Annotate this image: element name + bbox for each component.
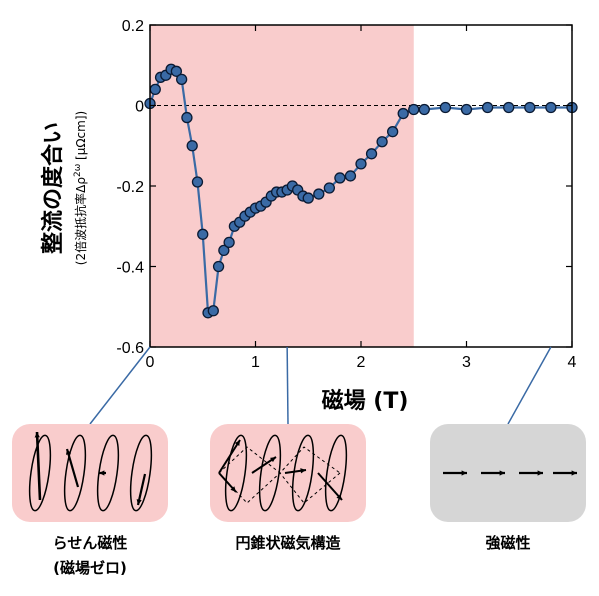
- spin-arrow-head: [499, 470, 505, 476]
- helical-phase-shaded-region: [150, 25, 414, 347]
- data-point: [460, 103, 473, 116]
- data-point: [323, 182, 336, 194]
- data-point: [218, 244, 230, 257]
- panel-ferromagnetic-background: [430, 424, 586, 522]
- panel-ferromagnetic-caption: 強磁性: [485, 534, 530, 552]
- data-point: [212, 260, 225, 273]
- data-point: [397, 107, 409, 120]
- y-tick-label: -0.2: [116, 179, 144, 196]
- spin-arrow-head: [461, 470, 467, 476]
- data-point: [439, 101, 452, 114]
- y-tick-label: -0.4: [116, 260, 144, 277]
- data-point: [365, 148, 378, 160]
- cone-guide-line: [218, 472, 341, 504]
- spin-plane-ellipse: [324, 434, 348, 512]
- data-point: [207, 305, 219, 317]
- spin-plane-ellipse: [224, 434, 248, 512]
- y-axis-label: 整流の度合い: [40, 122, 66, 254]
- panel-helical-background: [12, 424, 168, 522]
- spin-arrow-head: [537, 470, 543, 476]
- spin-arrow-head: [270, 457, 276, 463]
- data-point: [376, 136, 388, 148]
- data-point: [408, 103, 420, 116]
- y-tick-label: -0.6: [116, 340, 144, 357]
- data-point: [503, 101, 515, 114]
- data-point: [186, 140, 198, 152]
- panel-ferromagnetic-spins: [443, 470, 577, 476]
- data-point: [181, 111, 193, 124]
- spin-arrow-shaft: [218, 439, 241, 474]
- data-point: [302, 192, 314, 204]
- axis-ticks: 0 1 2 3 4 0.2 0 -0.2 -0.4 -0.6: [116, 18, 576, 371]
- x-tick-label: 0: [146, 354, 155, 371]
- y-axis-label-group: 整流の度合い (2倍波抵抗率Δρ2ω [μΩcm]): [40, 111, 88, 265]
- spin-plane-ellipse: [258, 434, 282, 512]
- data-point: [481, 101, 494, 114]
- spin-arrow-head: [571, 470, 577, 476]
- panel-helical-spins: [28, 431, 153, 512]
- panel-connector-line: [286, 346, 289, 425]
- data-point: [191, 176, 204, 188]
- panel-connector-lines: [89, 346, 552, 425]
- panel-conical-caption: 円錐状磁気構造: [235, 534, 340, 552]
- panel-connector-line: [89, 346, 151, 425]
- data-point: [197, 228, 209, 240]
- y-axis-sublabel-start: (2倍波抵抗率Δρ: [73, 177, 88, 265]
- data-point: [170, 65, 183, 77]
- spin-arrow-head: [34, 432, 40, 438]
- spin-arrow-head: [99, 470, 105, 476]
- x-tick-label: 1: [251, 354, 260, 371]
- data-point: [175, 73, 188, 85]
- data-point: [524, 101, 536, 114]
- data-point: [334, 172, 346, 184]
- spin-arrow-head: [300, 468, 306, 474]
- spin-arrow-shaft: [35, 431, 42, 501]
- spin-plane-ellipse: [129, 434, 153, 512]
- panel-connector-line: [507, 346, 552, 425]
- panel-helical: らせん磁性 (磁場ゼロ): [12, 424, 168, 577]
- data-point: [223, 236, 235, 249]
- panel-conical: 円錐状磁気構造: [210, 424, 366, 552]
- y-axis-sublabel-end: [μΩcm]): [74, 111, 88, 164]
- panel-helical-caption-line1: らせん磁性: [53, 534, 128, 552]
- spin-arrow-head: [136, 499, 142, 505]
- spin-arrow-shaft: [65, 448, 80, 488]
- data-point: [344, 170, 357, 182]
- panel-ferromagnetic: 強磁性: [430, 424, 586, 552]
- panel-helical-caption-line2: (磁場ゼロ): [53, 559, 127, 577]
- x-tick-label: 4: [568, 354, 577, 371]
- spin-plane-ellipse: [28, 434, 52, 512]
- y-tick-label: 0: [135, 99, 144, 116]
- spin-arrow-head: [234, 440, 240, 446]
- x-tick-label: 3: [462, 354, 471, 371]
- data-point: [545, 101, 557, 114]
- panel-conical-spins: [218, 434, 348, 512]
- data-point: [418, 103, 430, 116]
- x-axis-label: 磁場 (T): [322, 388, 409, 414]
- spin-arrow-head: [336, 494, 342, 500]
- x-tick-label: 2: [357, 354, 366, 371]
- spin-arrow-head: [65, 449, 72, 455]
- spin-arrow-shaft: [317, 472, 343, 501]
- spin-arrow-head: [230, 486, 236, 492]
- data-point: [355, 158, 367, 170]
- y-tick-label: 0.2: [122, 18, 144, 35]
- y-axis-sublabel-superscript: 2ω: [73, 164, 83, 177]
- data-point: [386, 126, 399, 138]
- data-point: [149, 83, 161, 96]
- data-point: [313, 188, 325, 200]
- spin-plane-ellipse: [96, 434, 120, 512]
- spin-plane-ellipse: [63, 434, 87, 512]
- y-axis-sublabel: (2倍波抵抗率Δρ2ω [μΩcm]): [73, 111, 88, 265]
